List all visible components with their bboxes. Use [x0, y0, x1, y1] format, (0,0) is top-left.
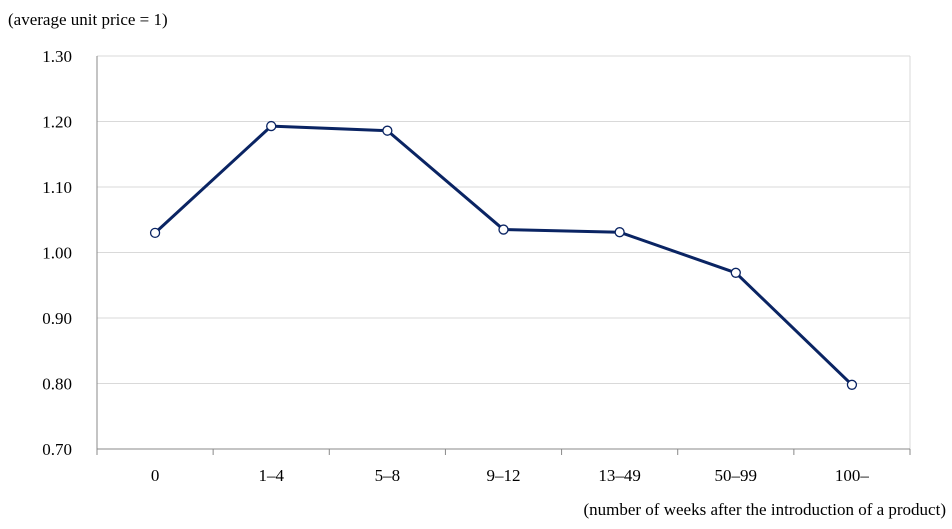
gridlines — [97, 55, 910, 384]
data-point — [846, 379, 858, 390]
axes — [96, 56, 911, 455]
x-tick-label: 50–99 — [715, 466, 758, 485]
y-axis-unit-label: (average unit price = 1) — [8, 10, 168, 29]
x-tick-label: 1–4 — [258, 466, 284, 485]
y-tick-label: 1.00 — [42, 244, 72, 263]
x-tick-label: 5–8 — [375, 466, 401, 485]
y-tick-label: 0.90 — [42, 309, 72, 328]
x-tick-label: 9–12 — [487, 466, 521, 485]
x-tick-label: 0 — [151, 466, 160, 485]
y-tick-label: 1.20 — [42, 113, 72, 132]
data-point — [498, 224, 509, 235]
data-point — [266, 120, 277, 132]
tick-labels: 0.70 0.80 0.90 1.00 1.10 1.20 1.30 0 1–4 5–8 9–12 1… — [42, 47, 869, 485]
y-tick-label: 0.80 — [42, 375, 72, 394]
x-axis-unit-label: (number of weeks after the introduction … — [583, 500, 946, 519]
data-point — [730, 267, 741, 278]
data-point — [382, 125, 393, 136]
y-tick-label: 0.70 — [42, 440, 72, 459]
y-tick-label: 1.10 — [42, 178, 72, 197]
y-tick-label: 1.30 — [42, 47, 72, 66]
data-point — [149, 227, 161, 239]
x-tick-label: 13–49 — [598, 466, 641, 485]
x-tick-label: 100– — [835, 466, 870, 485]
series-layer — [149, 120, 858, 390]
data-point — [614, 227, 625, 238]
series-line — [153, 124, 854, 387]
